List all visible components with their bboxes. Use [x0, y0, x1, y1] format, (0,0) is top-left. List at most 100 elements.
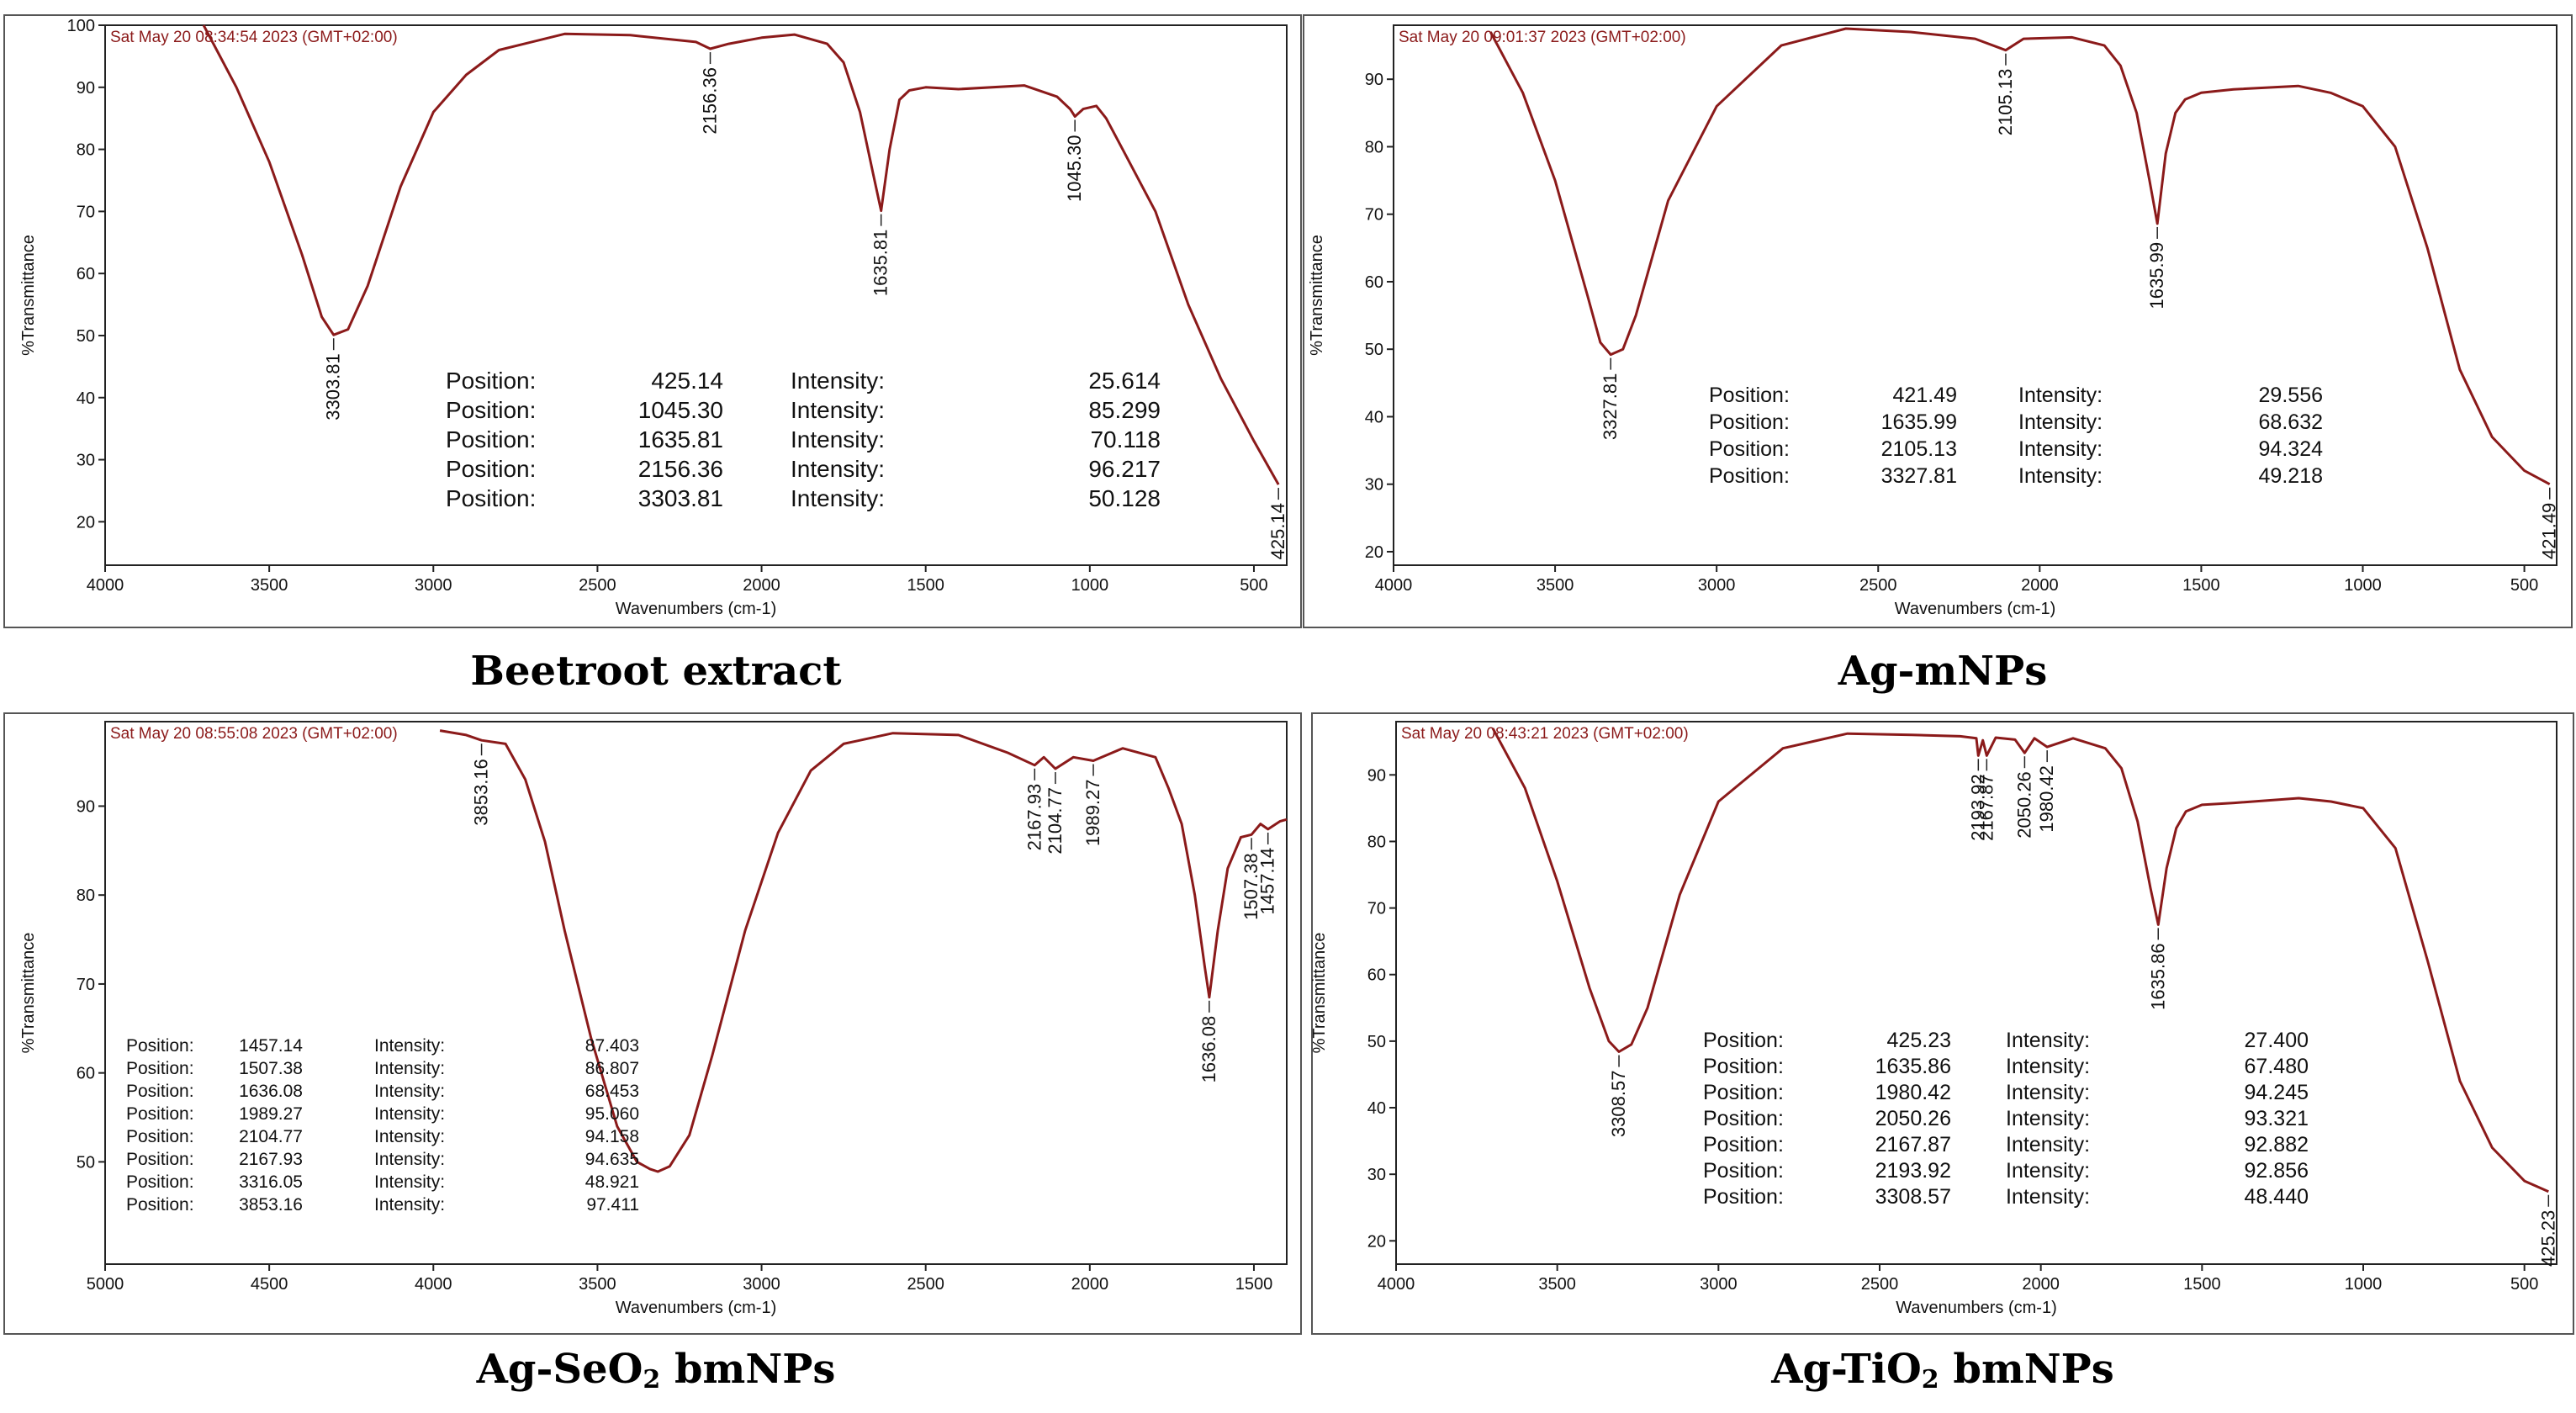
table-cell: 425.23: [1887, 1029, 1951, 1052]
plot-frame: [104, 24, 1288, 566]
y-tick-label: 30: [77, 452, 95, 470]
table-cell: Position:: [126, 1104, 194, 1124]
table-cell: 85.299: [1088, 397, 1161, 423]
chart-ag-mnps: Sat May 20 09:01:37 2023 (GMT+02:00) 4000…: [1303, 14, 2573, 628]
table-cell: 94.158: [585, 1127, 639, 1146]
caption-ag-seo2: Ag-SeO2 bmNPs: [476, 1346, 836, 1394]
y-tick-label: 80: [77, 141, 95, 160]
y-axis-label: %Transmittance: [19, 235, 38, 356]
x-tick-label: 4500: [251, 1275, 288, 1294]
table-cell: Intensity:: [2006, 1055, 2090, 1078]
y-tick-label: 80: [77, 886, 95, 905]
table-cell: Intensity:: [374, 1059, 445, 1078]
table-cell: 86.807: [585, 1059, 639, 1078]
peak-label: 1635.86: [2147, 943, 2168, 1010]
table-cell: Position:: [1709, 410, 1790, 434]
peak-label: 3308.57: [1608, 1071, 1629, 1138]
table-cell: Intensity:: [374, 1195, 445, 1215]
x-axis-label: Wavenumbers (cm-1): [616, 1299, 777, 1317]
y-tick-label: 30: [1367, 1166, 1386, 1184]
x-tick-label: 2000: [2021, 576, 2059, 595]
peak-label: 1980.42: [2036, 765, 2057, 833]
peak-label: 1636.08: [1198, 1016, 1219, 1083]
table-cell: 50.128: [1088, 485, 1161, 511]
table-cell: Position:: [126, 1082, 194, 1101]
table-cell: Intensity:: [2018, 384, 2103, 407]
table-cell: Intensity:: [2018, 410, 2103, 434]
table-cell: 1635.99: [1881, 410, 1957, 434]
x-tick-label: 500: [2510, 1275, 2538, 1294]
x-tick-label: 3500: [1538, 1275, 1576, 1294]
chart-ag-seo2: Sat May 20 08:55:08 2023 (GMT+02:00) 5000…: [3, 712, 1302, 1335]
y-tick-label: 50: [77, 327, 95, 346]
y-tick-label: 90: [77, 79, 95, 98]
table-cell: Position:: [1703, 1159, 1784, 1183]
peak-label: 3327.81: [1600, 373, 1621, 441]
x-tick-label: 3000: [1700, 1275, 1738, 1294]
table-cell: Intensity:: [374, 1172, 445, 1192]
y-axis-label: %Transmittance: [1310, 933, 1329, 1054]
table-cell: 1636.08: [239, 1082, 303, 1101]
table-cell: Position:: [446, 397, 536, 423]
y-tick-label: 20: [1367, 1232, 1386, 1251]
table-cell: Intensity:: [791, 397, 885, 423]
x-tick-label: 2000: [2022, 1275, 2060, 1294]
x-tick-label: 1500: [2182, 576, 2220, 595]
table-cell: 94.324: [2259, 437, 2324, 461]
x-tick-label: 1000: [2345, 1275, 2383, 1294]
table-cell: 2104.77: [239, 1127, 303, 1146]
peak-label: 425.14: [1267, 503, 1288, 559]
x-tick-label: 2500: [579, 576, 616, 595]
y-tick-label: 60: [1367, 966, 1386, 985]
table-cell: 3303.81: [638, 485, 723, 511]
y-tick-label: 50: [1365, 341, 1383, 359]
table-cell: Position:: [446, 426, 536, 452]
plot-frame: [1393, 24, 2557, 566]
table-cell: Position:: [1703, 1185, 1784, 1209]
table-cell: Intensity:: [791, 456, 885, 482]
spectrum-line: [439, 729, 1288, 1173]
table-cell: Intensity:: [2006, 1107, 2090, 1130]
y-tick-label: 100: [67, 17, 95, 35]
caption-beetroot: Beetroot extract: [470, 648, 842, 695]
peak-label: 2105.13: [1995, 69, 2016, 136]
x-tick-label: 1500: [2183, 1275, 2221, 1294]
peak-label: 2104.77: [1045, 787, 1066, 855]
table-cell: 2193.92: [1875, 1159, 1951, 1183]
x-axis-label: Wavenumbers (cm-1): [616, 600, 777, 618]
y-tick-label: 60: [1365, 273, 1383, 292]
table-cell: 29.556: [2259, 384, 2323, 407]
y-tick-label: 60: [77, 1065, 95, 1083]
x-tick-label: 3000: [415, 576, 452, 595]
table-cell: Position:: [446, 485, 536, 511]
table-cell: 2156.36: [638, 456, 723, 482]
y-tick-label: 90: [1365, 71, 1383, 89]
table-cell: Intensity:: [374, 1082, 445, 1101]
table-cell: 1635.81: [638, 426, 723, 452]
peak-label: 421.49: [2539, 503, 2560, 559]
y-tick-label: 70: [1367, 900, 1386, 918]
y-axis-label: %Transmittance: [19, 933, 38, 1054]
y-tick-label: 90: [1367, 766, 1386, 785]
table-cell: 1507.38: [239, 1059, 303, 1078]
table-cell: 25.614: [1088, 368, 1161, 394]
timestamp: Sat May 20 09:01:37 2023 (GMT+02:00): [1399, 29, 1686, 46]
panel-border: [1311, 712, 2574, 1335]
table-cell: Position:: [126, 1172, 194, 1192]
peak-label: 3853.16: [471, 759, 492, 826]
x-tick-label: 4000: [1375, 576, 1413, 595]
chart-ag-tio2: Sat May 20 08:43:21 2023 (GMT+02:00) 4000…: [1310, 712, 2574, 1335]
panel-border: [3, 14, 1302, 628]
table-cell: 421.49: [1893, 384, 1957, 407]
table-cell: Position:: [1709, 464, 1790, 488]
table-cell: Intensity:: [2006, 1081, 2090, 1104]
table-cell: 27.400: [2245, 1029, 2309, 1052]
peak-label: 2156.36: [700, 67, 721, 135]
table-cell: 70.118: [1090, 426, 1161, 452]
table-cell: Intensity:: [2006, 1159, 2090, 1183]
x-axis-label: Wavenumbers (cm-1): [1896, 1299, 2057, 1317]
table-cell: Position:: [1703, 1133, 1784, 1156]
y-tick-label: 60: [77, 265, 95, 283]
x-tick-label: 1000: [1071, 576, 1109, 595]
y-tick-label: 70: [77, 203, 95, 221]
